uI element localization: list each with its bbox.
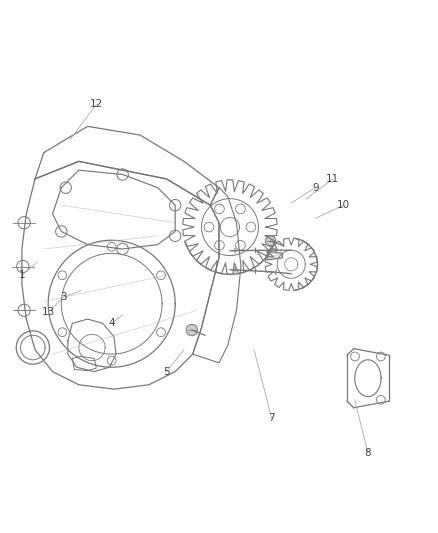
Text: 11: 11: [326, 174, 339, 184]
Text: 7: 7: [268, 413, 275, 423]
Circle shape: [186, 324, 198, 336]
Text: 4: 4: [108, 318, 115, 328]
Text: 5: 5: [163, 367, 170, 377]
Text: 1: 1: [18, 270, 25, 280]
Text: 10: 10: [337, 200, 350, 210]
Text: 13: 13: [42, 308, 55, 318]
Text: 9: 9: [312, 183, 319, 192]
Text: 8: 8: [364, 448, 371, 458]
Text: 12: 12: [90, 100, 103, 109]
Polygon shape: [267, 251, 283, 260]
Text: 3: 3: [60, 292, 67, 302]
Circle shape: [265, 236, 276, 246]
